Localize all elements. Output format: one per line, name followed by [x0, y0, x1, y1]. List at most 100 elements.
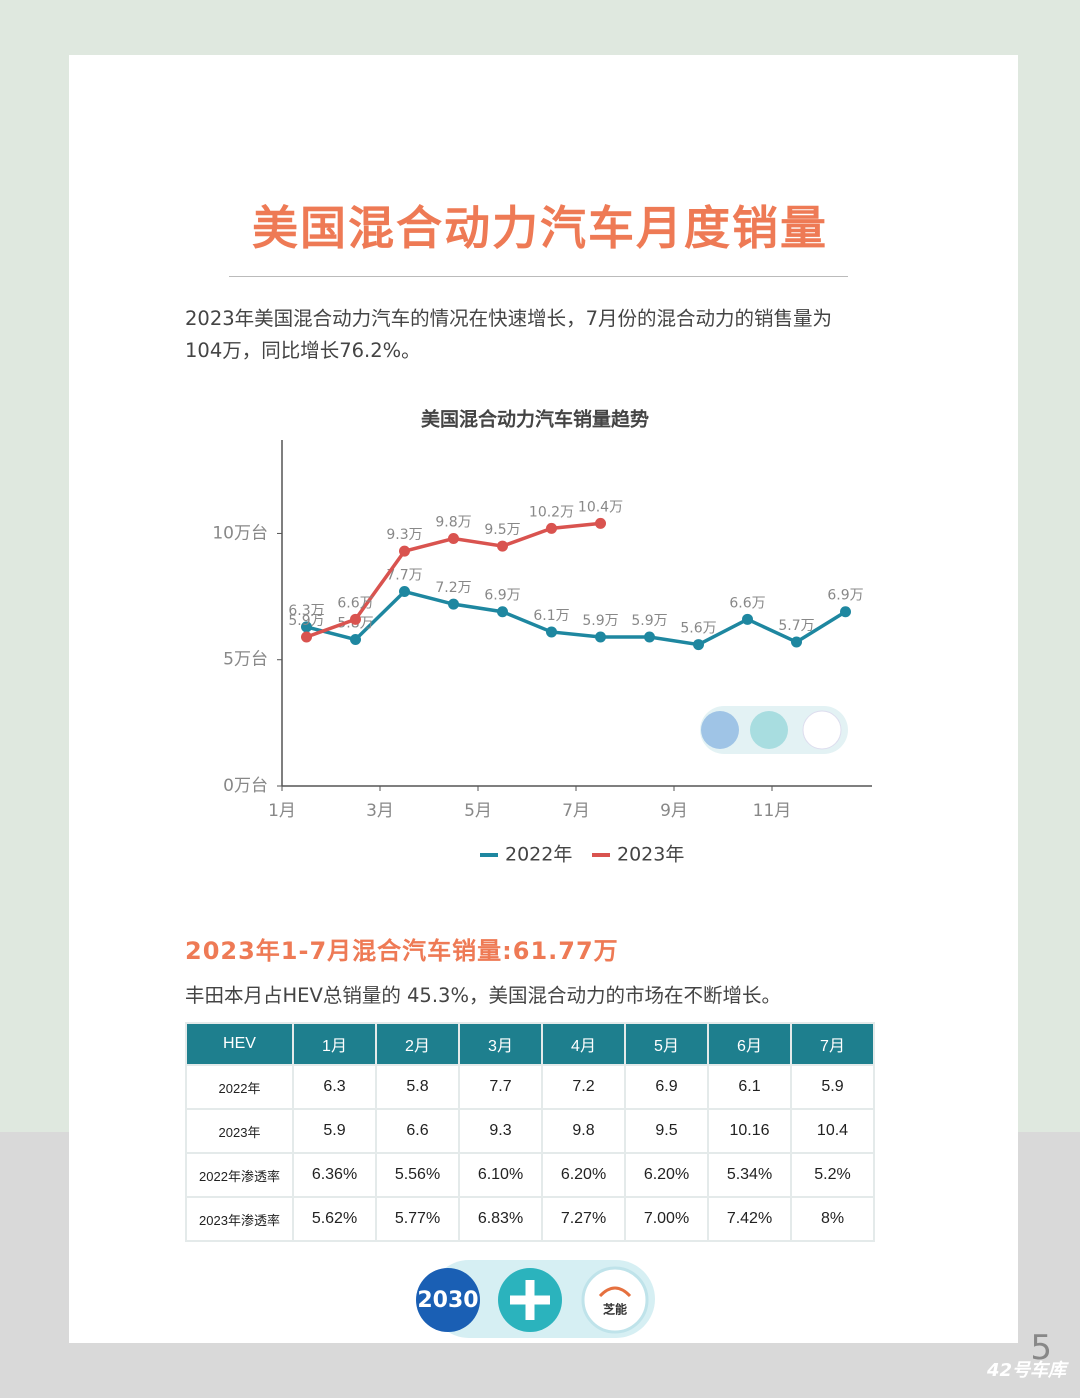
- table-cell: 6.83%: [460, 1198, 541, 1240]
- logo-text: 芝能: [603, 1302, 627, 1317]
- x-tick-label: 5月: [464, 801, 492, 821]
- data-point: [350, 613, 361, 625]
- header-cell: 6月: [709, 1024, 790, 1064]
- data-label: 6.6万: [729, 595, 765, 611]
- data-point: [595, 517, 606, 529]
- table-cell: 7.27%: [543, 1198, 624, 1240]
- table-cell: 8%: [792, 1198, 873, 1240]
- page-title: 美国混合动力汽车月度销量: [252, 201, 828, 255]
- data-label: 6.1万: [533, 608, 569, 624]
- table-cell: 9.3: [460, 1110, 541, 1152]
- section-text: 丰田本月占HEV总销量的 45.3%，美国混合动力的市场在不断增长。: [185, 984, 781, 1007]
- page-number: 5: [1030, 1328, 1052, 1368]
- intro-line: 104万，同比增长76.2%。: [185, 339, 421, 362]
- table-cell: 6.20%: [543, 1154, 624, 1196]
- data-point: [742, 613, 753, 625]
- data-label: 5.9万: [631, 613, 667, 629]
- watermark-logo: [700, 706, 848, 754]
- data-label: 5.9万: [288, 613, 324, 629]
- data-label: 5.9万: [582, 613, 618, 629]
- logo-text: 2030: [417, 1288, 478, 1313]
- data-label: 10.4万: [578, 499, 623, 515]
- header-cell: 2月: [377, 1024, 458, 1064]
- y-tick-label: 0万台: [223, 776, 268, 796]
- data-point: [399, 545, 410, 557]
- table-cell: 7.7: [460, 1066, 541, 1108]
- data-label: 5.7万: [778, 618, 814, 634]
- legend-label: 2023年: [617, 844, 684, 866]
- car-icon: [598, 1286, 632, 1298]
- logo-strip: 2030 芝能: [416, 1260, 655, 1338]
- data-point: [448, 532, 459, 544]
- header-cell: 4月: [543, 1024, 624, 1064]
- intro: 2023年美国混合动力汽车的情况在快速增长，7月份的混合动力的销售量为 104万，…: [185, 303, 832, 367]
- header-cell: 3月: [460, 1024, 541, 1064]
- data-point: [399, 586, 410, 598]
- table-cell: 6.9: [626, 1066, 707, 1108]
- table-cell: 7.42%: [709, 1198, 790, 1240]
- data-point: [448, 598, 459, 610]
- table-row: 2023年渗透率 5.62% 5.77% 6.83% 7.27% 7.00% 7.42% 8%: [187, 1198, 873, 1240]
- logo-zn: [581, 1266, 649, 1334]
- data-point: [595, 631, 606, 643]
- data-point: [644, 631, 655, 643]
- table-cell: 5.9: [294, 1110, 375, 1152]
- data-label: 6.3万: [288, 603, 324, 619]
- table-cell: 6.10%: [460, 1154, 541, 1196]
- section-title: 2023年1-7月混合汽车销量:61.77万: [185, 937, 619, 965]
- table-cell: 5.77%: [377, 1198, 458, 1240]
- table-cell: 6.20%: [626, 1154, 707, 1196]
- table-cell: 6.36%: [294, 1154, 375, 1196]
- data-label: 6.9万: [484, 588, 520, 604]
- x-tick-label: 3月: [366, 801, 394, 821]
- x-tick-label: 9月: [660, 801, 688, 821]
- y-tick-label: 10万台: [212, 523, 268, 543]
- table-cell: 10.16: [709, 1110, 790, 1152]
- data-label: 7.7万: [386, 568, 422, 584]
- x-tick-label: 1月: [268, 801, 296, 821]
- table-cell: 5.34%: [709, 1154, 790, 1196]
- table-cell: 9.5: [626, 1110, 707, 1152]
- data-point: [350, 634, 361, 646]
- chart-title: 美国混合动力汽车销量趋势: [421, 408, 649, 431]
- table-cell: 6.3: [294, 1066, 375, 1108]
- data-point: [693, 639, 704, 651]
- series-line: [306, 589, 847, 647]
- data-label: 9.8万: [435, 514, 471, 530]
- header-cell: HEV: [187, 1024, 292, 1064]
- header-cell: 7月: [792, 1024, 873, 1064]
- data-label: 7.2万: [435, 580, 471, 596]
- table-cell: 5.62%: [294, 1198, 375, 1240]
- data-table: HEV 1月 2月 3月 4月 5月 6月 7月 2022年 6.3 5.8 7.7 7.2 6.9 6.1…: [185, 1022, 875, 1242]
- table-cell: 5.9: [792, 1066, 873, 1108]
- data-point: [301, 621, 312, 633]
- table-cell: 10.4: [792, 1110, 873, 1152]
- table-cell: 6.1: [709, 1066, 790, 1108]
- table-row: 2022年渗透率 6.36% 5.56% 6.10% 6.20% 6.20% 5.34% 5.…: [187, 1154, 873, 1196]
- y-tick-label: 5万台: [223, 650, 268, 670]
- intro-line: 2023年美国混合动力汽车的情况在快速增长，7月份的混合动力的销售量为: [185, 307, 833, 330]
- divider: [229, 276, 848, 277]
- data-label: 9.5万: [484, 522, 520, 538]
- header-cell: 1月: [294, 1024, 375, 1064]
- x-tick-label: 11月: [753, 801, 792, 821]
- table-cell: 5.8: [377, 1066, 458, 1108]
- chart: 美国混合动力汽车销量趋势 0万台 5万台 10万台 1月 3月 5月 7月 9月 11月 6.3万…: [212, 408, 872, 866]
- header-cell: 5月: [626, 1024, 707, 1064]
- table-cell: 5.2%: [792, 1154, 873, 1196]
- data-point: [546, 522, 557, 534]
- table-cell: 2022年渗透率: [187, 1154, 292, 1196]
- table-cell: 6.6: [377, 1110, 458, 1152]
- data-point: [791, 636, 802, 648]
- data-point: [546, 626, 557, 638]
- data-point: [497, 540, 508, 552]
- watermark: 42号车库: [986, 1360, 1066, 1381]
- data-label: 10.2万: [529, 504, 574, 520]
- data-label: 6.6万: [337, 595, 373, 611]
- table-cell: 7.00%: [626, 1198, 707, 1240]
- logo-2030: [416, 1268, 480, 1332]
- data-point: [301, 631, 312, 643]
- table-cell: 7.2: [543, 1066, 624, 1108]
- table-row: 2022年 6.3 5.8 7.7 7.2 6.9 6.1 5.9: [187, 1066, 873, 1108]
